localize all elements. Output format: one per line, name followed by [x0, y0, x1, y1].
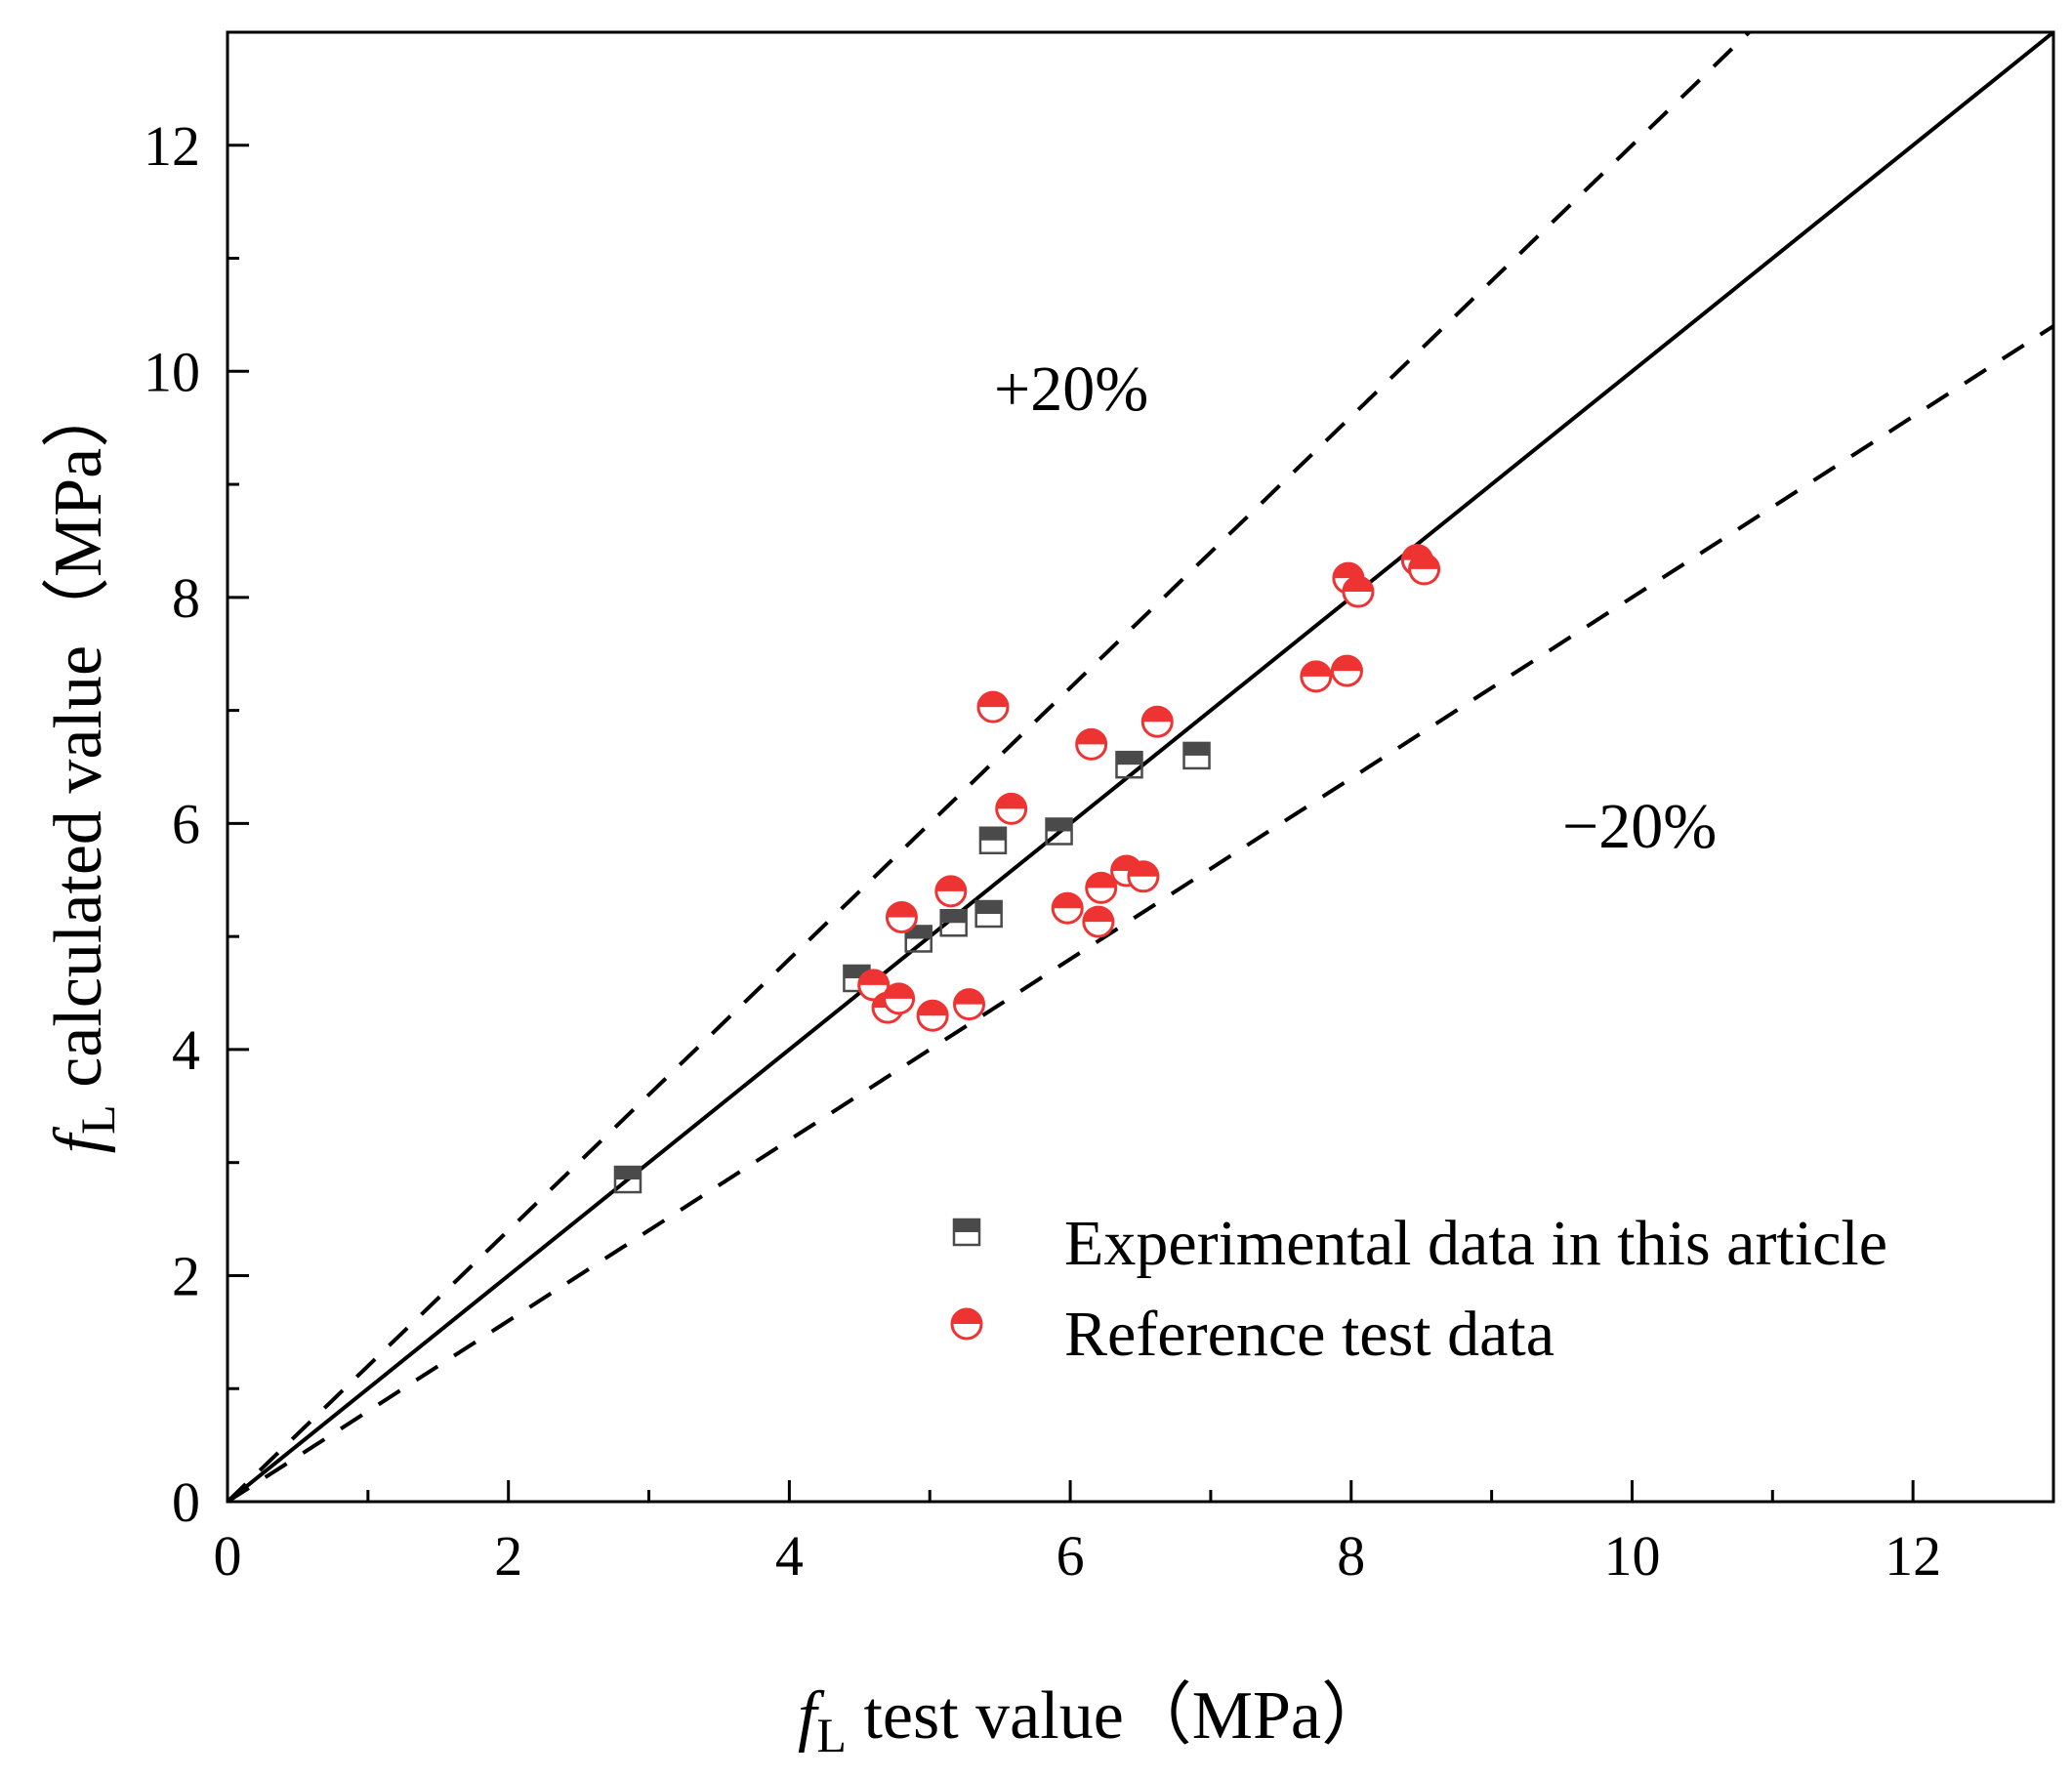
y-tick-label: 8	[172, 566, 200, 630]
tick-labels: 0 2 4 6 8 10 12 0 2 4 6 8 10 12	[144, 114, 1941, 1588]
reference-point	[976, 690, 1010, 723]
reference-line-0	[226, 30, 2055, 1504]
y-tick-label: 0	[172, 1470, 200, 1534]
reference-point	[916, 999, 949, 1032]
legend-marker-square	[952, 1218, 981, 1247]
legend-label-experimental: Experimental data in this article	[1064, 1208, 1887, 1279]
x-tick-label: 2	[494, 1524, 522, 1588]
reference-point	[953, 988, 986, 1021]
reference-point	[1127, 860, 1160, 893]
reference-point	[1051, 891, 1084, 925]
experimental-point	[1115, 750, 1143, 779]
axis-ticks	[226, 30, 2055, 1504]
experimental-point	[974, 899, 1003, 929]
y-tick-label: 12	[144, 114, 200, 178]
reference-point	[1140, 705, 1174, 738]
x-tick-label: 6	[1057, 1524, 1085, 1588]
reference-point	[1330, 654, 1363, 687]
x-tick-label: 0	[214, 1524, 242, 1588]
reference-point	[885, 900, 918, 933]
x-axis-title: fL test value（MPa）	[798, 1678, 1389, 1762]
reference-line-1	[226, 30, 1751, 1504]
reference-lines	[226, 30, 2055, 1504]
experimental-point	[1182, 741, 1211, 770]
legend-square-glyph	[952, 1218, 981, 1247]
experimental-point	[939, 909, 968, 937]
legend-label-reference: Reference test data	[1064, 1299, 1554, 1370]
reference-point	[1300, 660, 1333, 693]
y-tick-label: 6	[172, 792, 200, 855]
plus-20-annotation: +20%	[994, 353, 1148, 425]
x-tick-label: 12	[1885, 1524, 1941, 1588]
reference-point	[995, 792, 1028, 825]
y-tick-label: 10	[144, 340, 200, 403]
x-tick-label: 10	[1603, 1524, 1660, 1588]
x-tick-label: 4	[775, 1524, 804, 1588]
reference-point	[1408, 553, 1441, 586]
experimental-point	[978, 826, 1008, 854]
legend-marker-circle	[950, 1307, 983, 1341]
reference-point	[857, 969, 891, 1002]
reference-point	[1085, 871, 1118, 904]
reference-point	[1342, 575, 1375, 608]
plot-frame	[226, 30, 2055, 1504]
reference-point	[883, 982, 916, 1015]
reference-point	[1082, 905, 1115, 938]
experimental-point	[613, 1165, 642, 1194]
data-points	[613, 544, 1441, 1194]
reference-point	[1075, 727, 1108, 761]
x-tick-label: 8	[1337, 1524, 1365, 1588]
minus-20-annotation: −20%	[1562, 791, 1717, 862]
legend: Experimental data in this article Refere…	[950, 1208, 1887, 1370]
y-axis-title: fL calculated value（MPa）	[41, 380, 125, 1154]
reference-line-2	[226, 324, 2055, 1504]
experimental-point	[1045, 817, 1073, 846]
y-tick-label: 4	[172, 1018, 200, 1082]
legend-circle-glyph	[950, 1307, 983, 1341]
y-tick-label: 2	[172, 1244, 200, 1307]
reference-point	[934, 875, 968, 908]
